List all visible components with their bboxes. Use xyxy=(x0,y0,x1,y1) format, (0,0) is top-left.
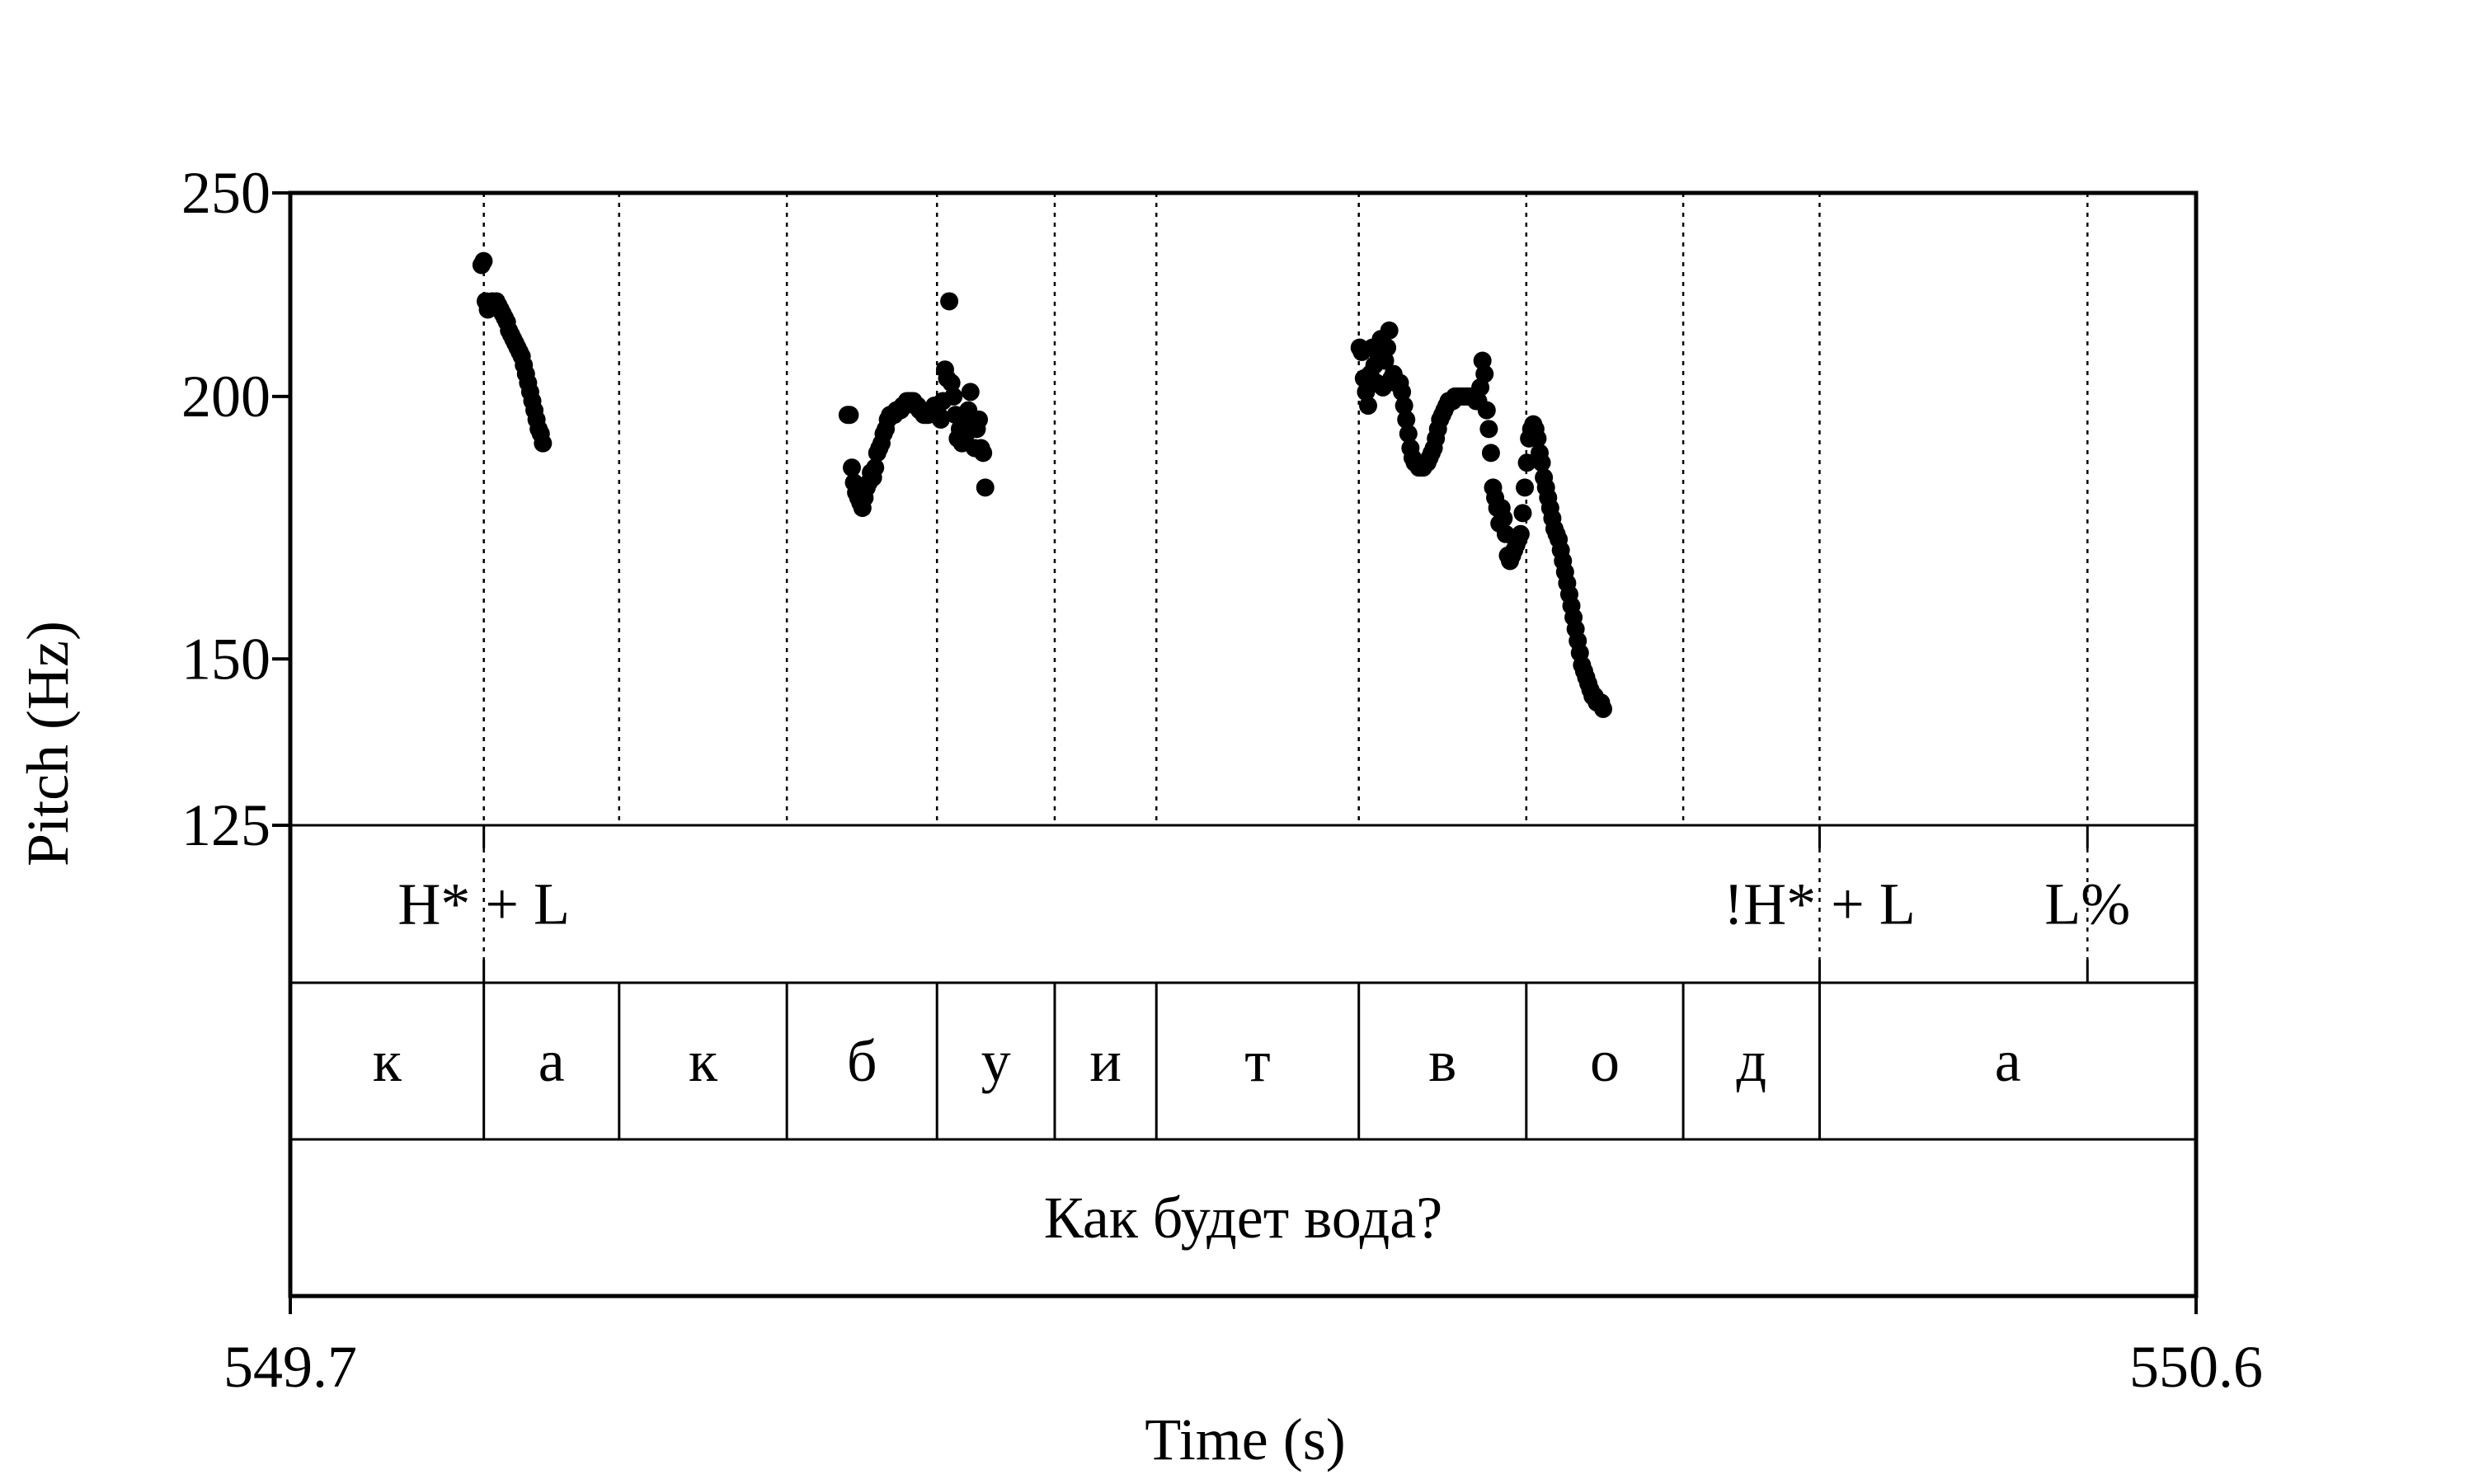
pitch-point xyxy=(944,387,963,406)
pitch-point xyxy=(1511,524,1530,543)
y-tick-label: 150 xyxy=(181,626,270,692)
pitch-point xyxy=(1399,425,1418,444)
pitch-point xyxy=(1479,420,1498,439)
sentence-label: Как будет вода? xyxy=(1044,1185,1442,1251)
pitch-point xyxy=(1393,383,1412,402)
x-axis-label: Time (s) xyxy=(1145,1407,1345,1472)
y-axis-label: Pitch (Hz) xyxy=(15,621,81,866)
pitch-point xyxy=(942,373,961,392)
pitch-point xyxy=(1358,397,1377,416)
pitch-point xyxy=(970,410,989,429)
tone-label: H* + L xyxy=(397,871,570,937)
pitch-point xyxy=(1380,321,1399,340)
segment-label: о xyxy=(1590,1028,1620,1094)
pitch-point xyxy=(1517,453,1536,472)
plot-frame xyxy=(272,190,2199,1314)
axis-labels: Time (s) Pitch (Hz) 125 150 200 250 549.7 550… xyxy=(15,160,2263,1472)
y-tick-label: 125 xyxy=(181,792,270,858)
segment-label: т xyxy=(1244,1028,1270,1094)
segment-label: д xyxy=(1736,1028,1766,1094)
pitch-point xyxy=(1475,364,1494,383)
y-tick-label: 200 xyxy=(181,364,270,430)
annotation-tiers: H* + L !H* + L L% к а к б у и т в о д а Как будет вода… xyxy=(373,825,2130,1251)
tone-label: L% xyxy=(2044,871,2130,937)
x-tick-label: 549.7 xyxy=(223,1334,357,1400)
pitch-point xyxy=(1481,444,1500,463)
segment-label: к xyxy=(689,1028,718,1094)
pitch-point xyxy=(866,458,885,477)
segment-label: у xyxy=(981,1028,1011,1094)
y-tick-label: 250 xyxy=(181,160,270,226)
pitch-point xyxy=(940,292,959,311)
pitch-point xyxy=(1494,509,1513,528)
pitch-point xyxy=(1395,397,1413,416)
pitch-point xyxy=(1397,410,1416,429)
x-tick-label: 550.6 xyxy=(2129,1334,2263,1400)
pitch-point xyxy=(961,383,980,402)
pitch-point xyxy=(842,458,861,477)
pitch-points xyxy=(472,251,1613,718)
pitch-point xyxy=(840,406,859,425)
pitch-point xyxy=(976,478,995,497)
pitch-point xyxy=(1594,699,1613,718)
outer-frame xyxy=(288,190,2199,1298)
pitch-point xyxy=(931,410,950,429)
pitch-point xyxy=(1516,478,1535,497)
segment-label: б xyxy=(847,1028,877,1094)
pitch-point xyxy=(1513,504,1532,523)
pitch-point xyxy=(1528,429,1547,448)
segment-boundary-lines xyxy=(482,193,2089,825)
segment-label: а xyxy=(539,1028,565,1094)
pitch-point xyxy=(974,444,993,463)
segment-label: а xyxy=(1995,1028,2021,1094)
pitch-point xyxy=(474,251,493,270)
tone-label: !H* + L xyxy=(1724,871,1916,937)
pitch-point xyxy=(1532,453,1551,472)
pitch-point xyxy=(1378,338,1397,357)
pitch-point xyxy=(534,434,553,453)
segment-label: к xyxy=(373,1028,402,1094)
pitch-point xyxy=(1477,401,1496,420)
segment-label: и xyxy=(1089,1028,1122,1094)
segment-label: в xyxy=(1428,1028,1456,1094)
